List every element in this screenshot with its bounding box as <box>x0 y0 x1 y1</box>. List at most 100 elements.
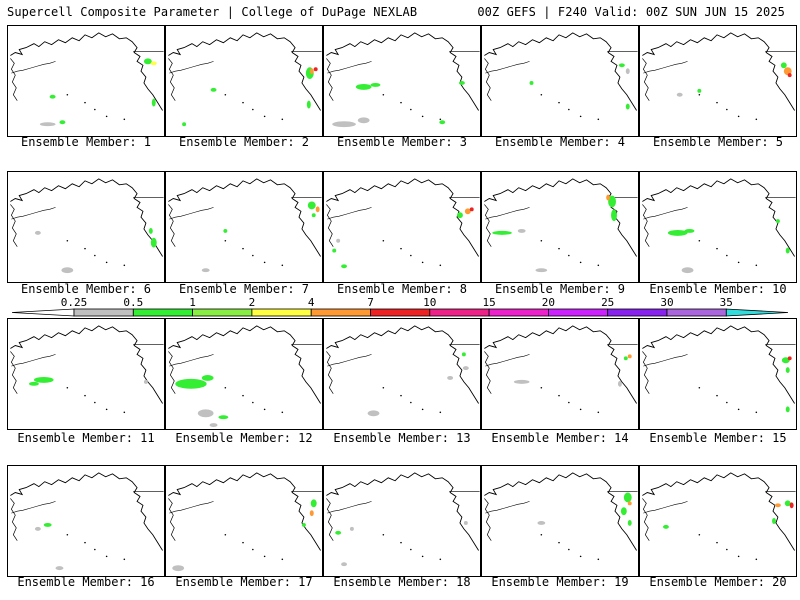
ensemble-map-panel <box>639 171 797 283</box>
island <box>410 401 412 404</box>
island <box>84 394 86 397</box>
member-label: Ensemble Member: 12 <box>175 431 313 445</box>
scp-contour <box>606 194 611 201</box>
map-canvas <box>326 32 480 128</box>
colorbar-segment <box>488 308 549 317</box>
scp-contour <box>175 378 207 389</box>
scp-contour <box>209 423 218 428</box>
map-canvas <box>484 325 638 414</box>
ensemble-map-panel <box>7 25 165 137</box>
island <box>540 386 543 389</box>
island <box>84 247 86 250</box>
map-title: Supercell Composite Parameter | College … <box>7 5 418 19</box>
island <box>224 93 227 96</box>
island-chain <box>169 501 214 514</box>
scp-contour <box>49 94 56 99</box>
island-chain <box>485 207 530 220</box>
map-canvas <box>10 178 164 274</box>
scp-contour <box>39 122 56 127</box>
island <box>726 548 728 551</box>
island <box>123 558 126 561</box>
island <box>597 558 600 561</box>
island <box>123 118 126 121</box>
island <box>281 264 284 267</box>
island <box>439 118 442 121</box>
scp-contour <box>332 121 356 128</box>
scp-contour <box>311 213 316 218</box>
island <box>716 101 718 104</box>
colorbar-low-arrow <box>12 308 75 317</box>
island <box>94 548 96 551</box>
scp-contour <box>439 120 446 125</box>
island <box>558 541 560 544</box>
scp-contour <box>608 195 616 208</box>
scp-contour <box>43 522 52 527</box>
coastline <box>326 178 479 257</box>
island <box>698 386 701 389</box>
scp-contour <box>150 61 157 66</box>
ensemble-map-panel <box>639 465 797 577</box>
scp-contour <box>148 227 153 234</box>
island-chain <box>11 501 56 514</box>
scp-contour <box>336 238 341 243</box>
ensemble-map-panel <box>639 318 797 430</box>
island <box>105 555 108 558</box>
scp-contour <box>357 117 370 124</box>
colorbar-segment <box>73 308 134 317</box>
island <box>421 408 424 411</box>
colorbar-tick-label: 0.5 <box>123 296 143 309</box>
island <box>382 239 385 242</box>
colorbar-tick-label: 10 <box>423 296 436 309</box>
scp-contour <box>667 229 688 236</box>
coastline <box>484 32 637 111</box>
island <box>716 394 718 397</box>
island-chain <box>643 501 688 514</box>
ensemble-map-panel <box>481 318 639 430</box>
scp-contour <box>684 228 695 233</box>
asia-coastline <box>484 58 492 101</box>
island <box>400 541 402 544</box>
coastline <box>484 178 637 257</box>
scp-contour <box>201 268 210 273</box>
island-chain <box>485 501 530 514</box>
ensemble-map-panel <box>165 171 323 283</box>
scp-contour <box>785 406 790 413</box>
map-canvas <box>326 472 480 567</box>
coastline <box>642 32 795 111</box>
asia-coastline <box>642 351 650 394</box>
scp-contour <box>625 103 630 110</box>
colorbar-tick-label: 35 <box>720 296 733 309</box>
coastline <box>168 325 321 404</box>
ensemble-map-panel <box>323 25 481 137</box>
island <box>439 558 442 561</box>
coastline <box>642 472 795 551</box>
ensemble-map-panel <box>323 318 481 430</box>
scp-contour <box>182 122 187 127</box>
island <box>281 118 284 121</box>
island <box>123 411 126 414</box>
island <box>737 261 740 264</box>
island <box>737 555 740 558</box>
map-canvas <box>168 32 322 127</box>
scp-contour <box>341 264 347 269</box>
ensemble-map-panel <box>165 25 323 137</box>
scp-contour <box>537 521 546 525</box>
scp-contour <box>34 526 41 531</box>
asia-coastline <box>10 204 18 247</box>
colorbar-tick-label: 1 <box>189 296 196 309</box>
asia-coastline <box>326 498 334 541</box>
coastline <box>326 325 479 404</box>
member-label: Ensemble Member: 11 <box>17 431 155 445</box>
colorbar-segment <box>132 308 194 317</box>
island <box>400 247 402 250</box>
island <box>242 394 244 397</box>
scp-contour <box>370 82 381 87</box>
island <box>579 261 582 264</box>
colorbar-segment <box>666 308 727 317</box>
asia-coastline <box>484 204 492 247</box>
island <box>698 239 701 242</box>
island-chain <box>327 501 372 514</box>
island <box>439 264 442 267</box>
scp-contour <box>59 120 66 125</box>
asia-coastline <box>168 351 176 394</box>
